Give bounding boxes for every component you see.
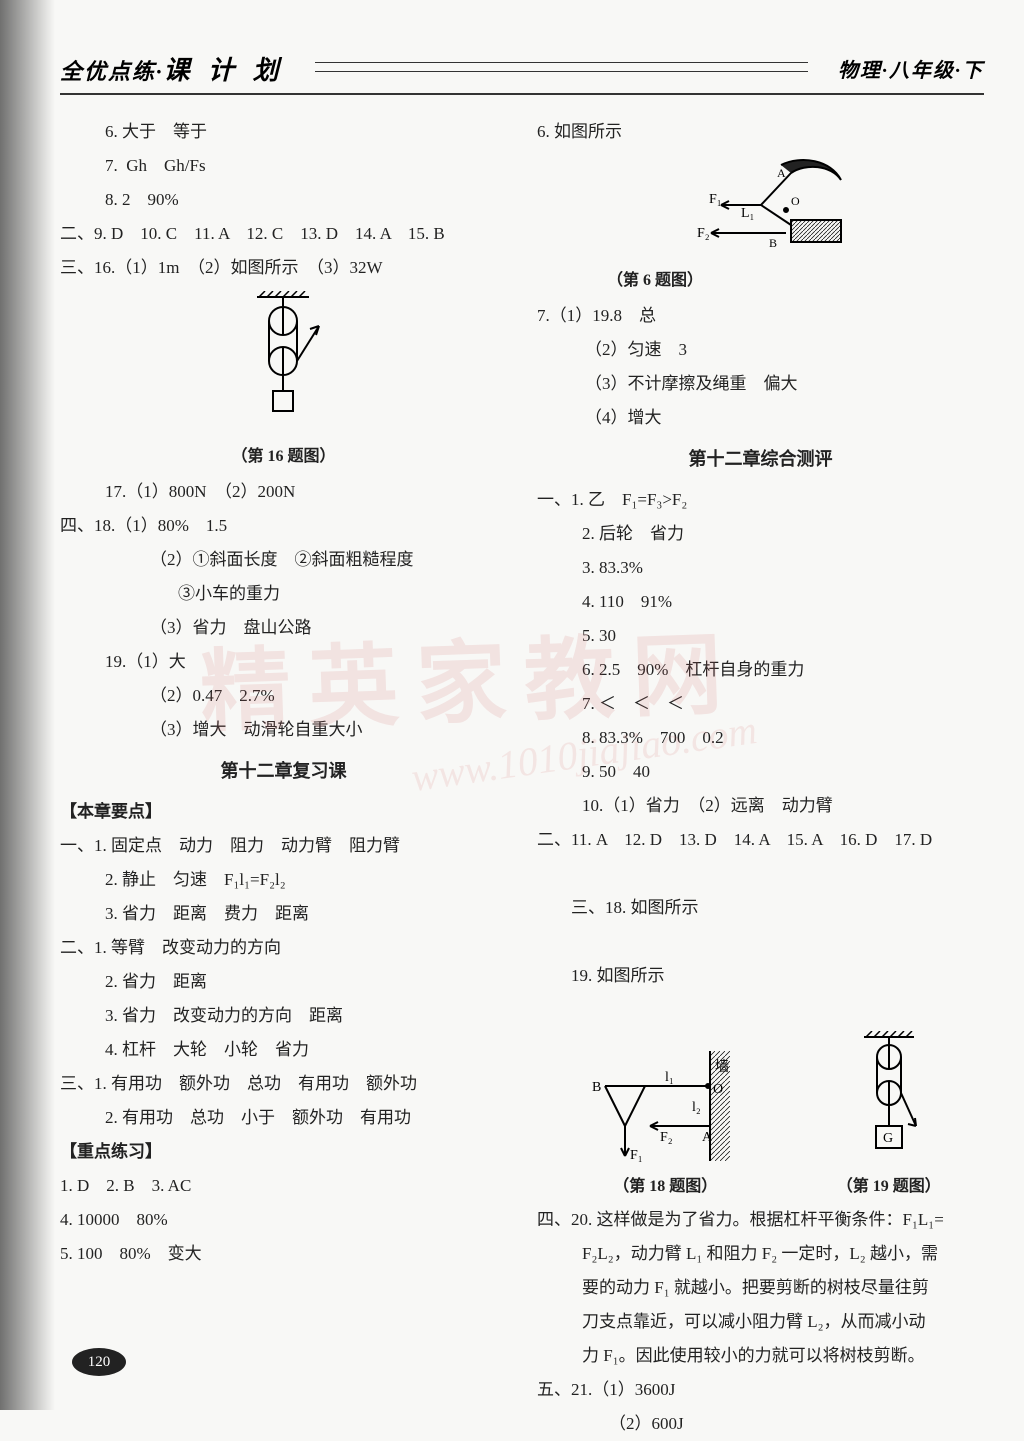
- label-B: B: [769, 236, 777, 250]
- content-columns: 6. 大于 等于 7. Gh Gh/Fs 8. 2 90% 二、9. D 10.…: [60, 115, 984, 1441]
- answer-line: 2. 后轮 省力: [537, 517, 984, 551]
- label-F2: F₂: [697, 226, 710, 241]
- answer-line: （2）600J: [537, 1407, 984, 1441]
- answer-line: （2）0.47 2.7%: [60, 679, 507, 713]
- q19-text: 19. 如图所示: [571, 966, 665, 985]
- answer-line: ③小车的重力: [60, 577, 507, 611]
- label-F1: F₁: [630, 1148, 643, 1163]
- header-main: 课 计 划: [164, 56, 285, 85]
- answer-line: F₂L₂，动力臂 L₁ 和阻力 F₂ 一定时，L₂ 越小，需: [537, 1237, 984, 1271]
- header-separator-lines: [315, 62, 808, 72]
- label-A: A: [702, 1130, 713, 1145]
- figure-19-caption: （第 19 题图）: [837, 1171, 941, 1203]
- answer-line: 1. D 2. B 3. AC: [60, 1169, 507, 1203]
- header-title-right: 物理·八年级·下: [838, 54, 984, 83]
- figure-6: A F₁ L₁ O F₂ B: [537, 155, 984, 297]
- answer-line: 4. 110 91%: [537, 585, 984, 619]
- right-column: 6. 如图所示 A F₁ L₁ O F₂: [537, 115, 984, 1441]
- answer-line: （3）不计摩擦及绳重 偏大: [537, 367, 984, 401]
- answer-line: 二、9. D 10. C 11. A 12. C 13. D 14. A 15.…: [60, 217, 507, 251]
- answer-line: 3. 省力 距离 费力 距离: [60, 897, 507, 931]
- answer-line: 刀支点靠近，可以减小阻力臂 L₂，从而减小动: [537, 1305, 984, 1339]
- keypoints-heading: 【本章要点】: [60, 795, 507, 829]
- left-column: 6. 大于 等于 7. Gh Gh/Fs 8. 2 90% 二、9. D 10.…: [60, 115, 507, 1441]
- answer-line: 三、16.（1）1m （2）如图所示 （3）32W: [60, 251, 507, 285]
- answer-line: 19.（1）大: [60, 645, 507, 679]
- figure-16-caption: （第 16 题图）: [60, 441, 507, 473]
- answer-line: （2）①斜面长度 ②斜面粗糙程度: [60, 543, 507, 577]
- label-wall: 墙: [715, 1059, 729, 1075]
- answer-line: 力 F₁。因此使用较小的力就可以将树枝剪断。: [537, 1339, 984, 1373]
- figure-18: B l₁ 墙 O l₂ F₂ A: [580, 1051, 750, 1203]
- label-B: B: [592, 1080, 601, 1095]
- answer-line: 6. 如图所示: [537, 115, 984, 149]
- answer-line: 四、20. 这样做是为了省力。根据杠杆平衡条件：F₁L₁=: [537, 1203, 984, 1237]
- label-l2: l₂: [692, 1100, 701, 1115]
- answer-line: 二、1. 等臂 改变动力的方向: [60, 931, 507, 965]
- label-L1: L₁: [741, 206, 754, 221]
- label-F1: F₁: [709, 192, 722, 207]
- answer-line: 四、18.（1）80% 1.5: [60, 509, 507, 543]
- section-title-review: 第十二章复习课: [60, 753, 507, 789]
- answer-line: 6. 大于 等于: [60, 115, 507, 149]
- answer-line: 5. 100 80% 变大: [60, 1237, 507, 1271]
- label-l1: l₁: [665, 1070, 674, 1085]
- label-G: G: [883, 1131, 893, 1146]
- page-number-badge: 120: [72, 1348, 126, 1376]
- answer-line: 8. 83.3% 700 0.2: [537, 721, 984, 755]
- answer-line: 4. 10000 80%: [60, 1203, 507, 1237]
- pulley-diagram-icon: [239, 291, 329, 441]
- answer-line: 17.（1）800N （2）200N: [60, 475, 507, 509]
- q18-text: 三、18. 如图所示: [571, 898, 699, 917]
- answer-line: 三、18. 如图所示 19. 如图所示: [537, 857, 984, 1027]
- pulley-system-diagram-icon: G: [844, 1031, 934, 1171]
- answer-line: 三、1. 有用功 额外功 总功 有用功 额外功: [60, 1067, 507, 1101]
- wall-lever-diagram-icon: B l₁ 墙 O l₂ F₂ A: [580, 1051, 750, 1171]
- section-title-test: 第十二章综合测评: [537, 441, 984, 477]
- answer-line: 7.（1）19.8 总: [537, 299, 984, 333]
- answer-line: 二、11. A 12. D 13. D 14. A 15. A 16. D 17…: [537, 823, 984, 857]
- answer-line: 3. 83.3%: [537, 551, 984, 585]
- header-title-left: 全优点练·课 计 划: [60, 50, 285, 87]
- figure-16: （第 16 题图）: [60, 291, 507, 473]
- answer-line: 6. 2.5 90% 杠杆自身的重力: [537, 653, 984, 687]
- answer-line: （4）增大: [537, 401, 984, 435]
- practice-heading: 【重点练习】: [60, 1135, 507, 1169]
- header-prefix: 全优点练·: [60, 59, 164, 84]
- answer-line: 2. 静止 匀速 F₁l₁=F₂l₂: [60, 863, 507, 897]
- answer-line: 2. 有用功 总功 小于 额外功 有用功: [60, 1101, 507, 1135]
- label-F2: F₂: [660, 1130, 673, 1145]
- answer-line: 一、1. 固定点 动力 阻力 动力臂 阻力臂: [60, 829, 507, 863]
- page-container: 全优点练·课 计 划 物理·八年级·下 精英家教网 www.1010jiajia…: [60, 50, 984, 1370]
- scan-binding-shadow: [0, 0, 55, 1410]
- answer-line: 9. 50 40: [537, 755, 984, 789]
- answer-line: 一、1. 乙 F₁=F₃>F₂: [537, 483, 984, 517]
- answer-line: （3）省力 盘山公路: [60, 611, 507, 645]
- figure-6-caption: （第 6 题图）: [567, 265, 984, 297]
- answer-line: 2. 省力 距离: [60, 965, 507, 999]
- page-header: 全优点练·课 计 划 物理·八年级·下: [60, 50, 984, 95]
- figure-19: G （第 19 题图）: [837, 1031, 941, 1203]
- figures-18-19-row: B l₁ 墙 O l₂ F₂ A: [537, 1031, 984, 1203]
- answer-line: 4. 杠杆 大轮 小轮 省力: [60, 1033, 507, 1067]
- answer-line: 3. 省力 改变动力的方向 距离: [60, 999, 507, 1033]
- answer-line: 7. ＜ ＜ ＜: [537, 687, 984, 721]
- figure-18-caption: （第 18 题图）: [580, 1171, 750, 1203]
- answer-line: （3）增大 动滑轮自重大小: [60, 713, 507, 747]
- answer-line: 10.（1）省力 （2）远离 动力臂: [537, 789, 984, 823]
- answer-line: 五、21.（1）3600J: [537, 1373, 984, 1407]
- answer-line: 要的动力 F₁ 就越小。把要剪断的树枝尽量往剪: [537, 1271, 984, 1305]
- label-O: O: [791, 194, 800, 208]
- answer-line: 8. 2 90%: [60, 183, 507, 217]
- answer-line: （2）匀速 3: [537, 333, 984, 367]
- answer-line: 7. Gh Gh/Fs: [60, 149, 507, 183]
- label-O: O: [713, 1082, 723, 1097]
- label-A: A: [777, 166, 786, 180]
- lever-diagram-icon: A F₁ L₁ O F₂ B: [691, 155, 861, 265]
- answer-line: 5. 30: [537, 619, 984, 653]
